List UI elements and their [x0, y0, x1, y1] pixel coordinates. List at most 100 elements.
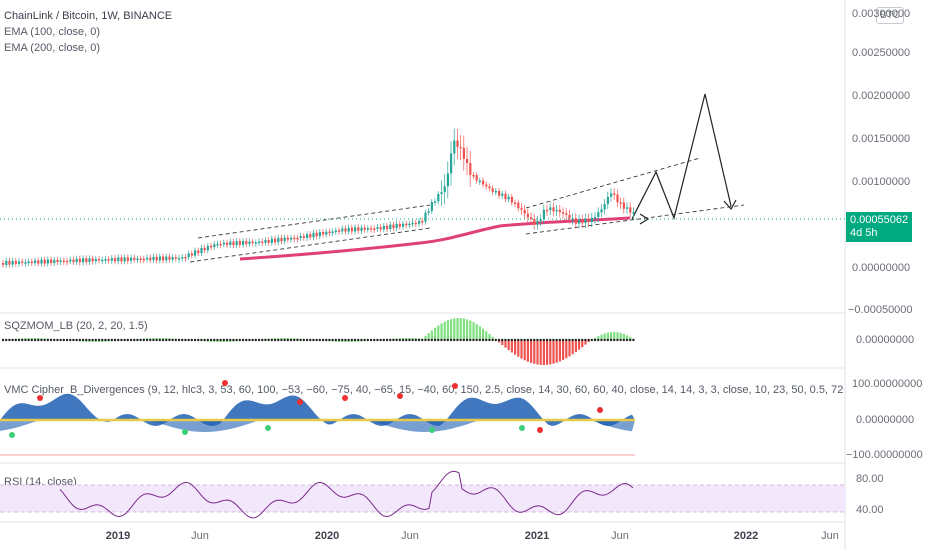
squeeze-dot: [577, 338, 581, 342]
sqzmom-label[interactable]: SQZMOM_LB (20, 2, 20, 1.5): [4, 320, 148, 332]
squeeze-dot: [49, 338, 53, 342]
squeeze-dot: [440, 338, 443, 342]
squeeze-dot: [344, 338, 347, 342]
squeeze-dot: [289, 338, 293, 342]
candle-body: [622, 202, 625, 209]
candle-body: [104, 259, 107, 261]
candle-body: [194, 250, 197, 256]
momentum-bar: [565, 340, 568, 359]
squeeze-dot: [136, 338, 139, 342]
time-tick: Jun: [821, 530, 839, 542]
candle-body: [514, 202, 517, 205]
candle-body: [133, 257, 136, 260]
squeeze-dot: [267, 338, 270, 342]
ema-100-label[interactable]: EMA (100, close, 0): [4, 26, 100, 38]
squeeze-dot: [606, 338, 609, 342]
squeeze-dot: [433, 338, 437, 342]
candle-body: [363, 227, 366, 230]
candle-body: [130, 257, 133, 261]
squeeze-dot: [571, 338, 574, 342]
squeeze-dot: [168, 338, 171, 342]
squeeze-dot: [309, 338, 312, 342]
candle-body: [226, 242, 229, 245]
candle-body: [21, 261, 24, 263]
candle-body: [101, 259, 104, 262]
momentum-bar: [434, 327, 437, 340]
candle-body: [440, 192, 443, 194]
squeeze-dot: [113, 338, 117, 342]
candle-body: [629, 207, 632, 213]
squeeze-dot: [14, 338, 17, 342]
squeeze-dot: [449, 338, 453, 342]
momentum-bar: [530, 340, 533, 363]
candle-body: [245, 241, 248, 245]
squeeze-dot: [24, 338, 27, 342]
squeeze-dot: [174, 338, 177, 342]
rsi-line: [59, 470, 634, 519]
candle-body: [187, 253, 190, 258]
candle-body: [405, 223, 408, 226]
candle-body: [632, 212, 635, 214]
squeeze-dot: [385, 338, 389, 342]
momentum-bar: [616, 332, 619, 340]
squeeze-dot: [574, 338, 577, 342]
candle-body: [568, 214, 571, 219]
momentum-bar: [549, 340, 552, 365]
squeeze-dot: [245, 338, 248, 342]
currency-badge[interactable]: BTC: [876, 7, 904, 24]
squeeze-dot: [369, 338, 373, 342]
candle-body: [142, 258, 145, 261]
squeeze-dot: [88, 338, 91, 342]
candle-body: [498, 190, 501, 196]
rsi-axis-label: 40.00: [856, 504, 884, 516]
squeeze-dot: [392, 338, 395, 342]
squeeze-dot: [401, 338, 405, 342]
candle-body: [453, 140, 456, 154]
candle-body: [40, 259, 43, 264]
vmc-label[interactable]: VMC Cipher_B_Divergences (9, 12, hlc3, 3…: [4, 384, 844, 396]
candle-body: [370, 228, 373, 230]
squeeze-dot: [430, 338, 433, 342]
momentum-bar: [462, 318, 465, 340]
squeeze-dot: [360, 338, 363, 342]
symbol-title[interactable]: ChainLink / Bitcoin, 1W, BINANCE: [4, 10, 173, 22]
candle-body: [386, 225, 389, 230]
candle-body: [139, 258, 142, 260]
candle-body: [318, 231, 321, 237]
candle-body: [478, 180, 481, 183]
squeeze-dot: [280, 338, 283, 342]
signal-dot: [222, 380, 228, 386]
squeeze-dot: [1, 338, 5, 342]
squeeze-dot: [251, 338, 254, 342]
squeeze-dot: [17, 338, 21, 342]
candle-body: [78, 258, 81, 263]
candle-body: [408, 223, 411, 226]
ema-200-label[interactable]: EMA (200, close, 0): [4, 42, 100, 54]
momentum-bar: [456, 318, 459, 340]
candle-body: [466, 158, 469, 163]
squeeze-dot: [165, 338, 168, 342]
candle-body: [158, 256, 161, 261]
candle-body: [85, 258, 88, 263]
time-tick: 2019: [105, 530, 131, 542]
candle-body: [46, 259, 49, 264]
candle-body: [66, 260, 69, 263]
squeeze-dot: [619, 338, 622, 342]
candle-body: [75, 258, 78, 263]
momentum-bar: [542, 340, 545, 365]
squeeze-dot: [222, 338, 225, 342]
vmc-axis-label: 0.00000000: [856, 414, 915, 426]
squeeze-dot: [517, 338, 520, 342]
squeeze-dot: [472, 338, 475, 342]
squeeze-dot: [104, 338, 107, 342]
squeeze-dot: [510, 338, 513, 342]
squeeze-dot: [232, 338, 235, 342]
candle-body: [456, 140, 459, 147]
candle-body: [120, 257, 123, 262]
candle-body: [136, 258, 139, 260]
signal-dot: [519, 425, 525, 431]
squeeze-dot: [504, 338, 507, 342]
signal-dot: [9, 432, 15, 438]
squeeze-dot: [78, 338, 82, 342]
